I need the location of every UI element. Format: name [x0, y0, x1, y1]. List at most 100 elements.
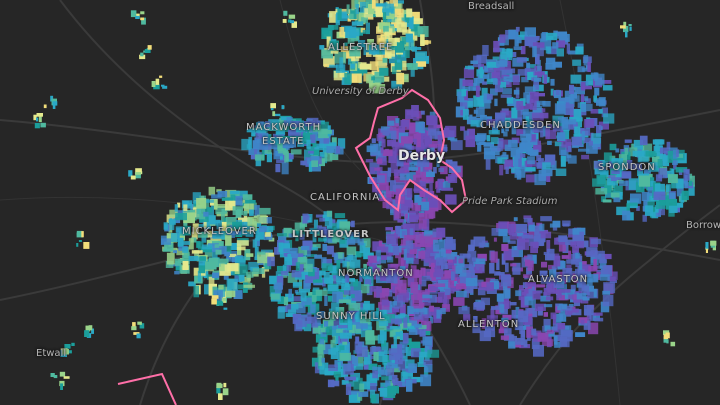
census-block [437, 135, 443, 145]
census-block [188, 255, 199, 262]
census-block [288, 247, 298, 259]
census-block [516, 128, 526, 136]
census-block [392, 147, 403, 154]
census-block [243, 284, 255, 288]
census-block [705, 242, 709, 249]
census-block [512, 262, 521, 275]
census-block [360, 381, 371, 390]
census-block [520, 46, 526, 55]
census-block [162, 85, 168, 89]
census-block [292, 313, 302, 324]
census-block [308, 161, 313, 172]
census-block [593, 312, 603, 316]
census-block [412, 258, 419, 265]
census-block [575, 268, 585, 280]
census-block [327, 379, 335, 388]
census-block [333, 70, 343, 81]
census-block [83, 242, 90, 249]
census-block [386, 233, 398, 245]
census-block [593, 288, 597, 298]
census-block [404, 46, 410, 58]
census-block [528, 283, 532, 293]
census-block [319, 151, 328, 157]
census-block [344, 374, 349, 379]
census-block [409, 138, 421, 143]
census-block [314, 362, 321, 374]
census-block [586, 278, 593, 286]
census-block [346, 246, 357, 255]
census-block [420, 374, 432, 387]
census-block [411, 294, 415, 307]
census-block [519, 142, 526, 150]
census-block [553, 334, 563, 342]
census-block [353, 377, 363, 390]
census-block [319, 158, 325, 167]
census-block [288, 288, 292, 299]
census-block [420, 34, 425, 46]
census-block [572, 117, 583, 122]
census-block [510, 263, 517, 267]
census-block [603, 282, 616, 294]
census-block [153, 84, 160, 90]
census-block [401, 203, 411, 211]
census-block [304, 149, 314, 161]
census-block [342, 341, 348, 345]
census-block [531, 112, 544, 121]
census-block [84, 330, 90, 337]
census-block [352, 356, 359, 366]
census-block [85, 325, 91, 332]
census-block [68, 350, 72, 354]
census-block [413, 312, 424, 320]
census-block [282, 264, 289, 277]
label-derby: Derby [398, 148, 446, 164]
census-block [526, 119, 534, 127]
census-block [215, 206, 227, 214]
census-block [405, 346, 414, 357]
census-block [333, 371, 341, 378]
census-block [302, 240, 313, 251]
census-block [417, 26, 429, 37]
census-block [666, 339, 669, 344]
census-block [447, 174, 458, 183]
census-block [424, 253, 437, 263]
census-block [305, 275, 317, 284]
census-block [441, 264, 448, 270]
census-block [135, 172, 141, 179]
census-block [475, 77, 485, 84]
census-block [415, 167, 423, 178]
census-block [513, 217, 518, 222]
census-block [477, 143, 482, 152]
census-block [410, 67, 415, 77]
census-block [377, 181, 389, 191]
census-block [648, 162, 659, 172]
census-block [369, 346, 382, 355]
census-block [137, 321, 142, 325]
census-block [560, 336, 568, 347]
census-block [611, 170, 620, 174]
census-block [354, 279, 358, 283]
census-block [255, 156, 262, 167]
census-block [501, 48, 512, 54]
census-block [355, 251, 362, 258]
census-block [437, 146, 444, 153]
census-block [392, 381, 398, 386]
census-block [444, 243, 456, 250]
census-block [449, 279, 457, 283]
census-block [417, 129, 427, 140]
census-block [609, 271, 618, 280]
census-block [529, 100, 537, 111]
census-block [576, 227, 586, 236]
census-block [339, 221, 350, 231]
census-block [338, 252, 343, 259]
census-block [399, 266, 406, 271]
census-block [659, 153, 666, 166]
census-block [669, 205, 678, 213]
census-block [315, 214, 325, 218]
census-block [598, 97, 606, 107]
census-block [396, 22, 407, 33]
census-block [405, 240, 414, 250]
census-block [364, 276, 372, 285]
census-block [532, 105, 542, 115]
census-block [545, 32, 558, 41]
